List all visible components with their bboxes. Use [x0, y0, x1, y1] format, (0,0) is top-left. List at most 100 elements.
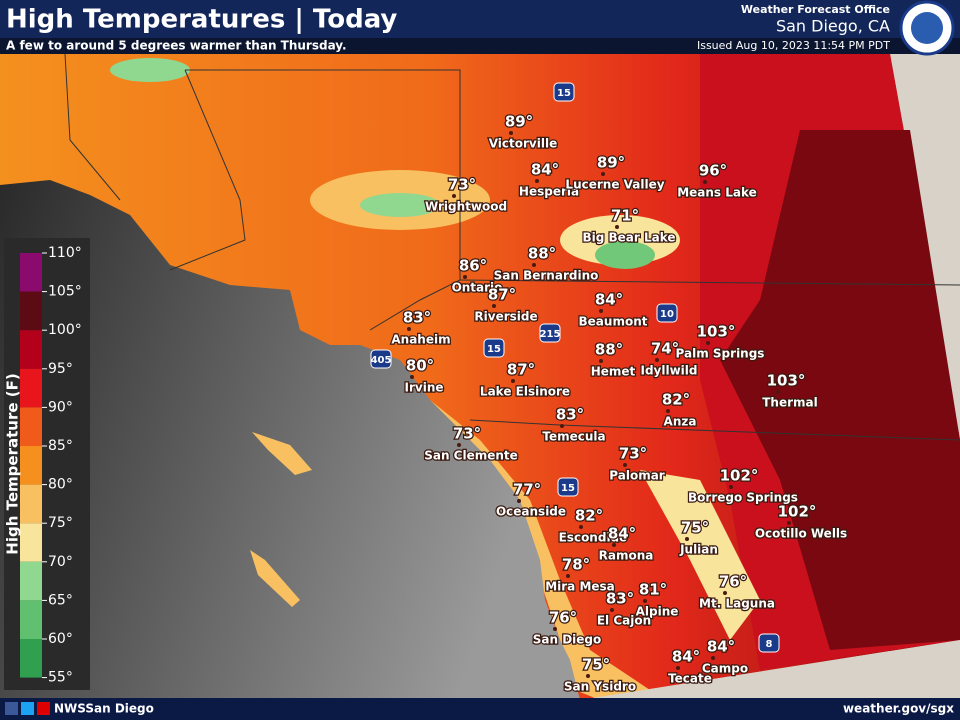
city-dot [579, 525, 583, 529]
city-dot [586, 674, 590, 678]
legend-tick-label: 100° [48, 322, 82, 338]
city-dot [599, 359, 603, 363]
city-temp: 84° [672, 648, 700, 666]
legend-title: High Temperature (F) [4, 373, 22, 554]
highway-shield [483, 338, 505, 358]
legend-band [20, 446, 42, 485]
city-dot [643, 599, 647, 603]
highway-shield [553, 82, 575, 102]
legend-band [20, 330, 42, 369]
city-dot [612, 543, 616, 547]
legend: 110° 105° 100° 95° 90° 85° 80° 75° 70° 65° 60° 55° [20, 245, 82, 686]
city-temp: 87° [507, 361, 535, 379]
legend-tick-label: 110° [48, 245, 82, 261]
facebook-icon [5, 702, 18, 715]
city-name: San Clemente [424, 449, 518, 463]
hottest-region [720, 130, 960, 650]
website: weather.gov/sgx [843, 702, 954, 716]
legend-tick-label: 65° [48, 592, 73, 608]
legend-band [20, 484, 42, 524]
city-name: Palm Springs [676, 347, 765, 361]
legend-tick-label: 70° [48, 554, 73, 570]
city-name: Palomar [609, 469, 665, 483]
legend-band [20, 639, 42, 678]
city-name: Victorville [489, 137, 558, 151]
highway-number: 10 [660, 309, 674, 320]
city-dot [463, 275, 467, 279]
city-dot [729, 485, 733, 489]
legend-band [20, 600, 42, 639]
youtube-icon [37, 702, 50, 715]
legend-tick-label: 75° [48, 515, 73, 531]
city-temp: 103° [697, 323, 736, 341]
city-name: San Bernardino [494, 269, 599, 283]
city-dot [599, 309, 603, 313]
highway-shield [656, 303, 678, 323]
city-name: Mt. Laguna [699, 597, 775, 611]
city-name: Lucerne Valley [565, 178, 664, 192]
title: High Temperatures | Today [6, 5, 397, 35]
nws-logo-inner [911, 12, 943, 44]
coastal-region [430, 400, 650, 700]
county-borders [64, 53, 960, 441]
city-temp: 82° [575, 507, 603, 525]
city-temp: 75° [582, 656, 610, 674]
city-dot [517, 499, 521, 503]
highway-number: 8 [766, 639, 773, 650]
legend-tick-label: 90° [48, 399, 73, 415]
city-dot [566, 574, 570, 578]
island [252, 432, 312, 475]
city-name: Anza [664, 415, 697, 429]
city-temp: 96° [699, 162, 727, 180]
county-line [469, 419, 960, 441]
city-temp: 87° [488, 286, 516, 304]
city-name: Escondido [559, 531, 628, 545]
city-name: Big Bear Lake [582, 231, 675, 245]
city-name: Hesperia [519, 185, 579, 199]
city-dot [706, 341, 710, 345]
subtitle: A few to around 5 degrees warmer than Th… [6, 39, 347, 53]
city-dot [553, 627, 557, 631]
city-name: Alpine [636, 605, 679, 619]
city-temp: 89° [505, 113, 533, 131]
city-temp: 83° [606, 590, 634, 608]
city-temp: 84° [707, 638, 735, 656]
highway-number: 405 [371, 355, 392, 366]
county-line [459, 279, 960, 286]
city-name: Borrego Springs [688, 491, 798, 505]
city-dot [492, 304, 496, 308]
city-temp: 73° [619, 445, 647, 463]
highway-shield [539, 323, 561, 343]
city-name: Idyllwild [640, 364, 697, 378]
header-bar [0, 0, 960, 38]
legend-tick-label: 60° [48, 631, 73, 647]
city-name: Ramona [599, 549, 654, 563]
island [250, 550, 300, 607]
issued: Issued Aug 10, 2023 11:54 PM PDT [697, 39, 890, 52]
city-dot [457, 443, 461, 447]
city-name: Beaumont [579, 315, 648, 329]
highway-shield [370, 349, 392, 369]
city-name: Thermal [762, 396, 818, 410]
city-name: Julian [679, 543, 718, 557]
city-name: San Ysidro [564, 680, 636, 694]
city-dot [703, 180, 707, 184]
city-temp: 83° [403, 309, 431, 327]
legend-band [20, 368, 42, 408]
office: Weather Forecast Office [741, 3, 890, 16]
city-dot [511, 379, 515, 383]
city-dot [410, 375, 414, 379]
cool-region [640, 470, 760, 640]
city-temp: 102° [720, 467, 759, 485]
legend-tick-label: 85° [48, 438, 73, 454]
city-dot [601, 172, 605, 176]
city-temp: 88° [595, 341, 623, 359]
city-dot [676, 666, 680, 670]
legend-band [20, 291, 42, 331]
city-name: Riverside [474, 310, 537, 324]
city-dot [509, 131, 513, 135]
legend-tick-label: 95° [48, 361, 73, 377]
legend-tick-label: 80° [48, 477, 73, 493]
legend-band [20, 407, 42, 446]
city-dot [787, 521, 791, 525]
